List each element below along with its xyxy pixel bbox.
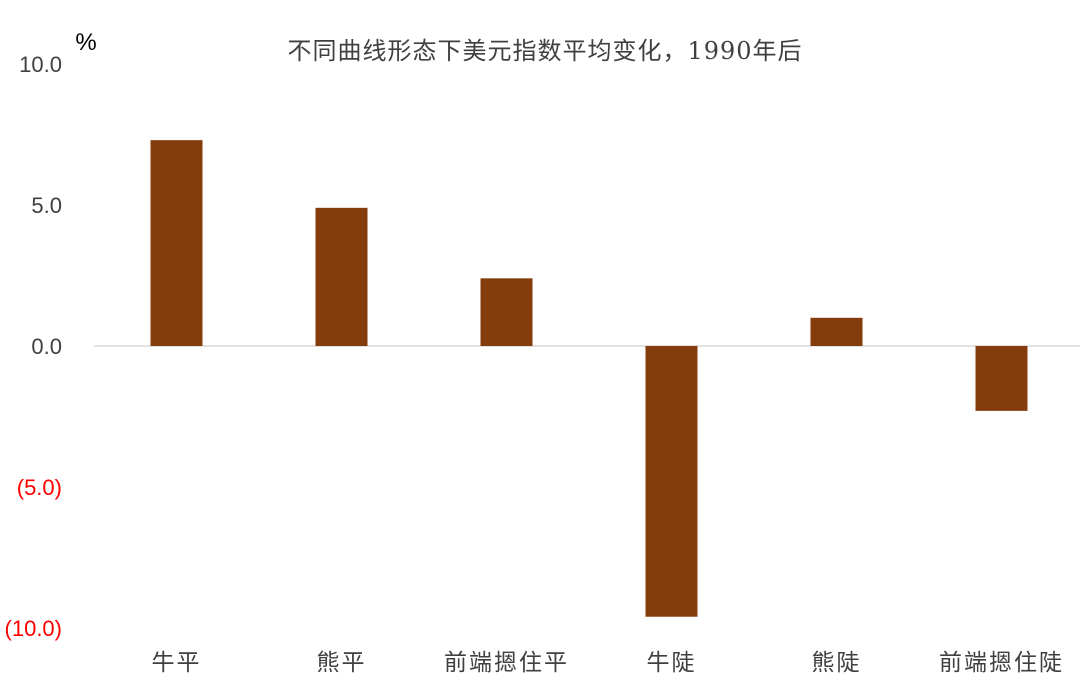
y-tick-label: (10.0): [5, 616, 62, 641]
x-category-label: 熊陡: [812, 650, 862, 676]
x-category-label: 牛平: [152, 650, 202, 676]
y-axis-unit: %: [75, 29, 96, 56]
y-tick-label: (5.0): [17, 475, 62, 500]
bar: [645, 346, 698, 617]
bar: [975, 346, 1028, 411]
y-tick-label: 5.0: [31, 193, 62, 218]
chart-title: 不同曲线形态下美元指数平均变化，1990年后: [287, 37, 802, 65]
bar: [150, 140, 203, 346]
y-axis-ticks: 10.0 5.0 0.0 (5.0) (10.0): [5, 52, 62, 641]
x-category-label: 前端摁住陡: [939, 650, 1064, 676]
x-category-label: 熊平: [317, 650, 367, 676]
x-axis-labels: 牛平 熊平 前端摁住平 牛陡 熊陡 前端摁住陡: [152, 650, 1064, 676]
bar: [810, 317, 863, 346]
y-tick-label: 10.0: [19, 52, 62, 77]
bar: [315, 207, 368, 346]
bar-series: [150, 140, 1028, 617]
x-category-label: 牛陡: [647, 650, 697, 676]
x-category-label: 前端摁住平: [444, 650, 569, 676]
y-tick-label: 0.0: [31, 334, 62, 359]
bar: [480, 278, 533, 346]
